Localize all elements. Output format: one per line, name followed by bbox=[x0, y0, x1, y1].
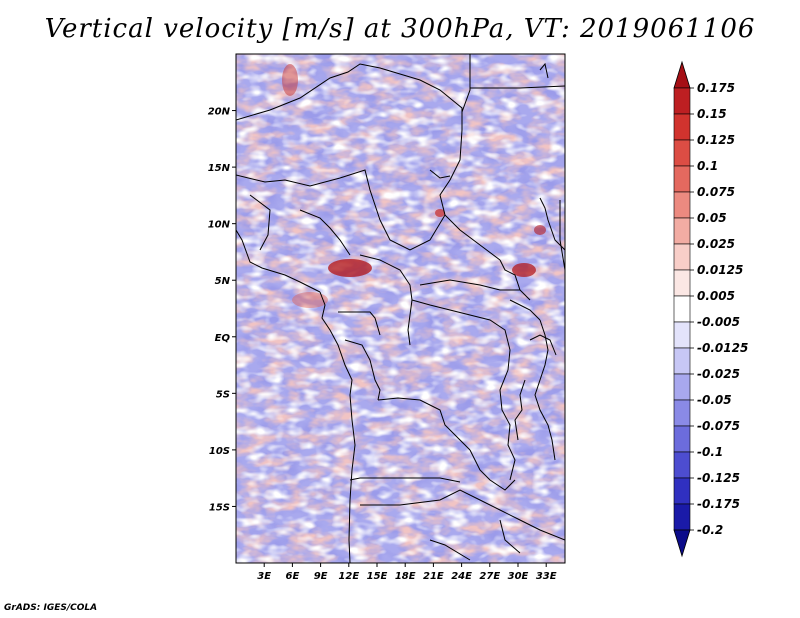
colorbar-label: 0.005 bbox=[697, 289, 735, 303]
lon-tick-label: 24E bbox=[451, 571, 472, 582]
plot-frame bbox=[235, 53, 566, 564]
colorbar-segment bbox=[673, 269, 691, 297]
lat-tick-label: 10S bbox=[209, 446, 230, 457]
colorbar-label: -0.125 bbox=[697, 471, 740, 485]
colorbar-segment bbox=[673, 399, 691, 427]
lon-tick-label: 12E bbox=[338, 571, 359, 582]
colorbar: 0.175 0.15 0.125 0.1 0.075 0.05 0.025 0.0125 0.0… bbox=[673, 60, 748, 558]
colorbar-segment bbox=[673, 139, 691, 167]
colorbar-segment bbox=[673, 373, 691, 401]
lon-tick-label: 6E bbox=[286, 571, 300, 582]
lon-tick-label: 27E bbox=[479, 571, 500, 582]
colorbar-segment bbox=[673, 451, 691, 479]
lat-tick-label: 15S bbox=[209, 502, 230, 513]
colorbar-label: 0.175 bbox=[697, 81, 735, 95]
colorbar-label: -0.05 bbox=[697, 393, 732, 407]
vertical-velocity-field bbox=[236, 54, 565, 563]
lon-tick-label: 15E bbox=[367, 571, 388, 582]
colorbar-label: -0.2 bbox=[697, 523, 723, 537]
lat-tick-label: EQ bbox=[215, 333, 231, 344]
longitude-axis: 3E 6E 9E 12E 15E 18E 21E 24E 27E 30E 33E bbox=[257, 563, 557, 582]
colorbar-label: -0.025 bbox=[697, 367, 740, 381]
grads-credit: GrADS: IGES/COLA bbox=[4, 603, 98, 613]
lon-tick-label: 3E bbox=[257, 571, 271, 582]
colorbar-label: 0.15 bbox=[697, 107, 727, 121]
colorbar-segment bbox=[673, 113, 691, 141]
lon-tick-label: 30E bbox=[508, 571, 529, 582]
colorbar-segment bbox=[673, 425, 691, 453]
lon-tick-label: 9E bbox=[314, 571, 328, 582]
lat-tick-label: 5S bbox=[216, 389, 230, 400]
colorbar-bottom-extension bbox=[673, 529, 691, 558]
colorbar-label: 0.05 bbox=[697, 211, 727, 225]
colorbar-label: 0.0125 bbox=[697, 263, 743, 277]
latitude-axis: 20N 15N 10N 5N EQ 5S 10S 15S bbox=[208, 107, 236, 513]
colorbar-segment bbox=[673, 503, 691, 531]
colorbar-label: -0.1 bbox=[697, 445, 723, 459]
colorbar-label: -0.175 bbox=[697, 497, 740, 511]
colorbar-segment bbox=[673, 347, 691, 375]
lon-tick-label: 18E bbox=[395, 571, 416, 582]
colorbar-segment bbox=[673, 243, 691, 271]
lat-tick-label: 10N bbox=[208, 220, 231, 231]
colorbar-label: 0.025 bbox=[697, 237, 735, 251]
colorbar-label: 0.125 bbox=[697, 133, 735, 147]
political-borders bbox=[236, 54, 565, 563]
colorbar-label: -0.0125 bbox=[697, 341, 748, 355]
lat-tick-label: 15N bbox=[208, 163, 231, 174]
lat-tick-label: 20N bbox=[208, 107, 231, 118]
colorbar-segment bbox=[673, 217, 691, 245]
colorbar-label: -0.005 bbox=[697, 315, 740, 329]
colorbar-label: -0.075 bbox=[697, 419, 740, 433]
colorbar-segment bbox=[673, 87, 691, 115]
lon-tick-label: 33E bbox=[536, 571, 557, 582]
lat-tick-label: 5N bbox=[215, 276, 231, 287]
colorbar-segment bbox=[673, 321, 691, 349]
lon-tick-label: 21E bbox=[423, 571, 444, 582]
colorbar-segment bbox=[673, 295, 691, 323]
colorbar-label: 0.075 bbox=[697, 185, 735, 199]
colorbar-label: 0.1 bbox=[697, 159, 718, 173]
colorbar-segment bbox=[673, 477, 691, 505]
colorbar-segment bbox=[673, 165, 691, 193]
map-title: Vertical velocity [m/s] at 300hPa, VT: 2… bbox=[44, 14, 756, 44]
colorbar-top-extension bbox=[673, 60, 691, 89]
colorbar-segment bbox=[673, 191, 691, 219]
